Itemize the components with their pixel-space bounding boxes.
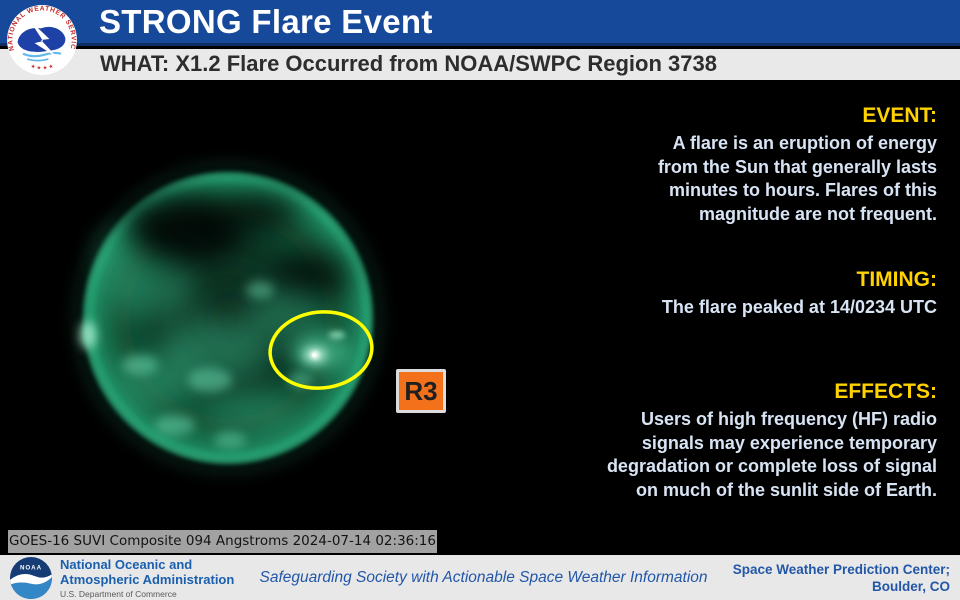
sun-image-panel: R3 GOES-16 SUVI Composite 094 Angstroms … <box>0 80 960 555</box>
noaa-acronym: NOAA <box>20 564 42 571</box>
effects-body: Users of high frequency (HF) radio signa… <box>606 409 937 500</box>
timing-heading: TIMING: <box>856 268 937 291</box>
section-timing: TIMING: The flare peaked at 14/0234 UTC <box>497 267 937 320</box>
org-block: Space Weather Prediction Center; Boulder… <box>733 561 950 595</box>
effects-heading: EFFECTS: <box>834 380 937 403</box>
section-effects: EFFECTS: Users of high frequency (HF) ra… <box>497 379 937 502</box>
flare-annotation-ellipse <box>268 310 374 390</box>
svg-text:★ ★ ★ ★: ★ ★ ★ ★ <box>30 63 55 71</box>
event-body: A flare is an eruption of energy from th… <box>657 133 937 224</box>
image-caption: GOES-16 SUVI Composite 094 Angstroms 202… <box>8 530 437 553</box>
agency-name-line1: National Oceanic and <box>60 556 193 572</box>
nws-logo: NATIONAL WEATHER SERVICE ★ ★ ★ ★ <box>6 3 77 75</box>
header-band: STRONG Flare Event <box>0 0 960 46</box>
suvi-sun-image <box>74 163 382 473</box>
org-line2: Boulder, CO <box>871 578 950 594</box>
flare-bright-spot <box>290 331 350 372</box>
page-title: STRONG Flare Event <box>99 3 433 40</box>
agency-dept: U.S. Department of Commerce <box>60 588 177 599</box>
nws-cloud-lightning-art <box>17 19 66 62</box>
section-event: EVENT: A flare is an eruption of energy … <box>497 103 937 226</box>
what-statement: WHAT: X1.2 Flare Occurred from NOAA/SWPC… <box>100 51 717 76</box>
footer-band: NOAA National Oceanic and Atmospheric Ad… <box>0 555 960 600</box>
timing-body: The flare peaked at 14/0234 UTC <box>661 297 937 317</box>
event-heading: EVENT: <box>862 104 937 127</box>
org-line1: Space Weather Prediction Center; <box>732 561 950 577</box>
noaa-logo: NOAA <box>10 556 52 599</box>
coronal-holes <box>123 194 350 300</box>
nws-stars: ★ ★ ★ ★ <box>30 63 55 71</box>
footer-tagline: Safeguarding Society with Actionable Spa… <box>259 568 708 586</box>
active-regions <box>80 229 323 448</box>
subheader-band: WHAT: X1.2 Flare Occurred from NOAA/SWPC… <box>0 49 960 80</box>
agency-name-line2: Atmospheric Administration <box>60 571 235 587</box>
r3-scale-badge: R3 <box>396 369 446 413</box>
agency-block: National Oceanic and Atmospheric Adminis… <box>60 557 234 599</box>
